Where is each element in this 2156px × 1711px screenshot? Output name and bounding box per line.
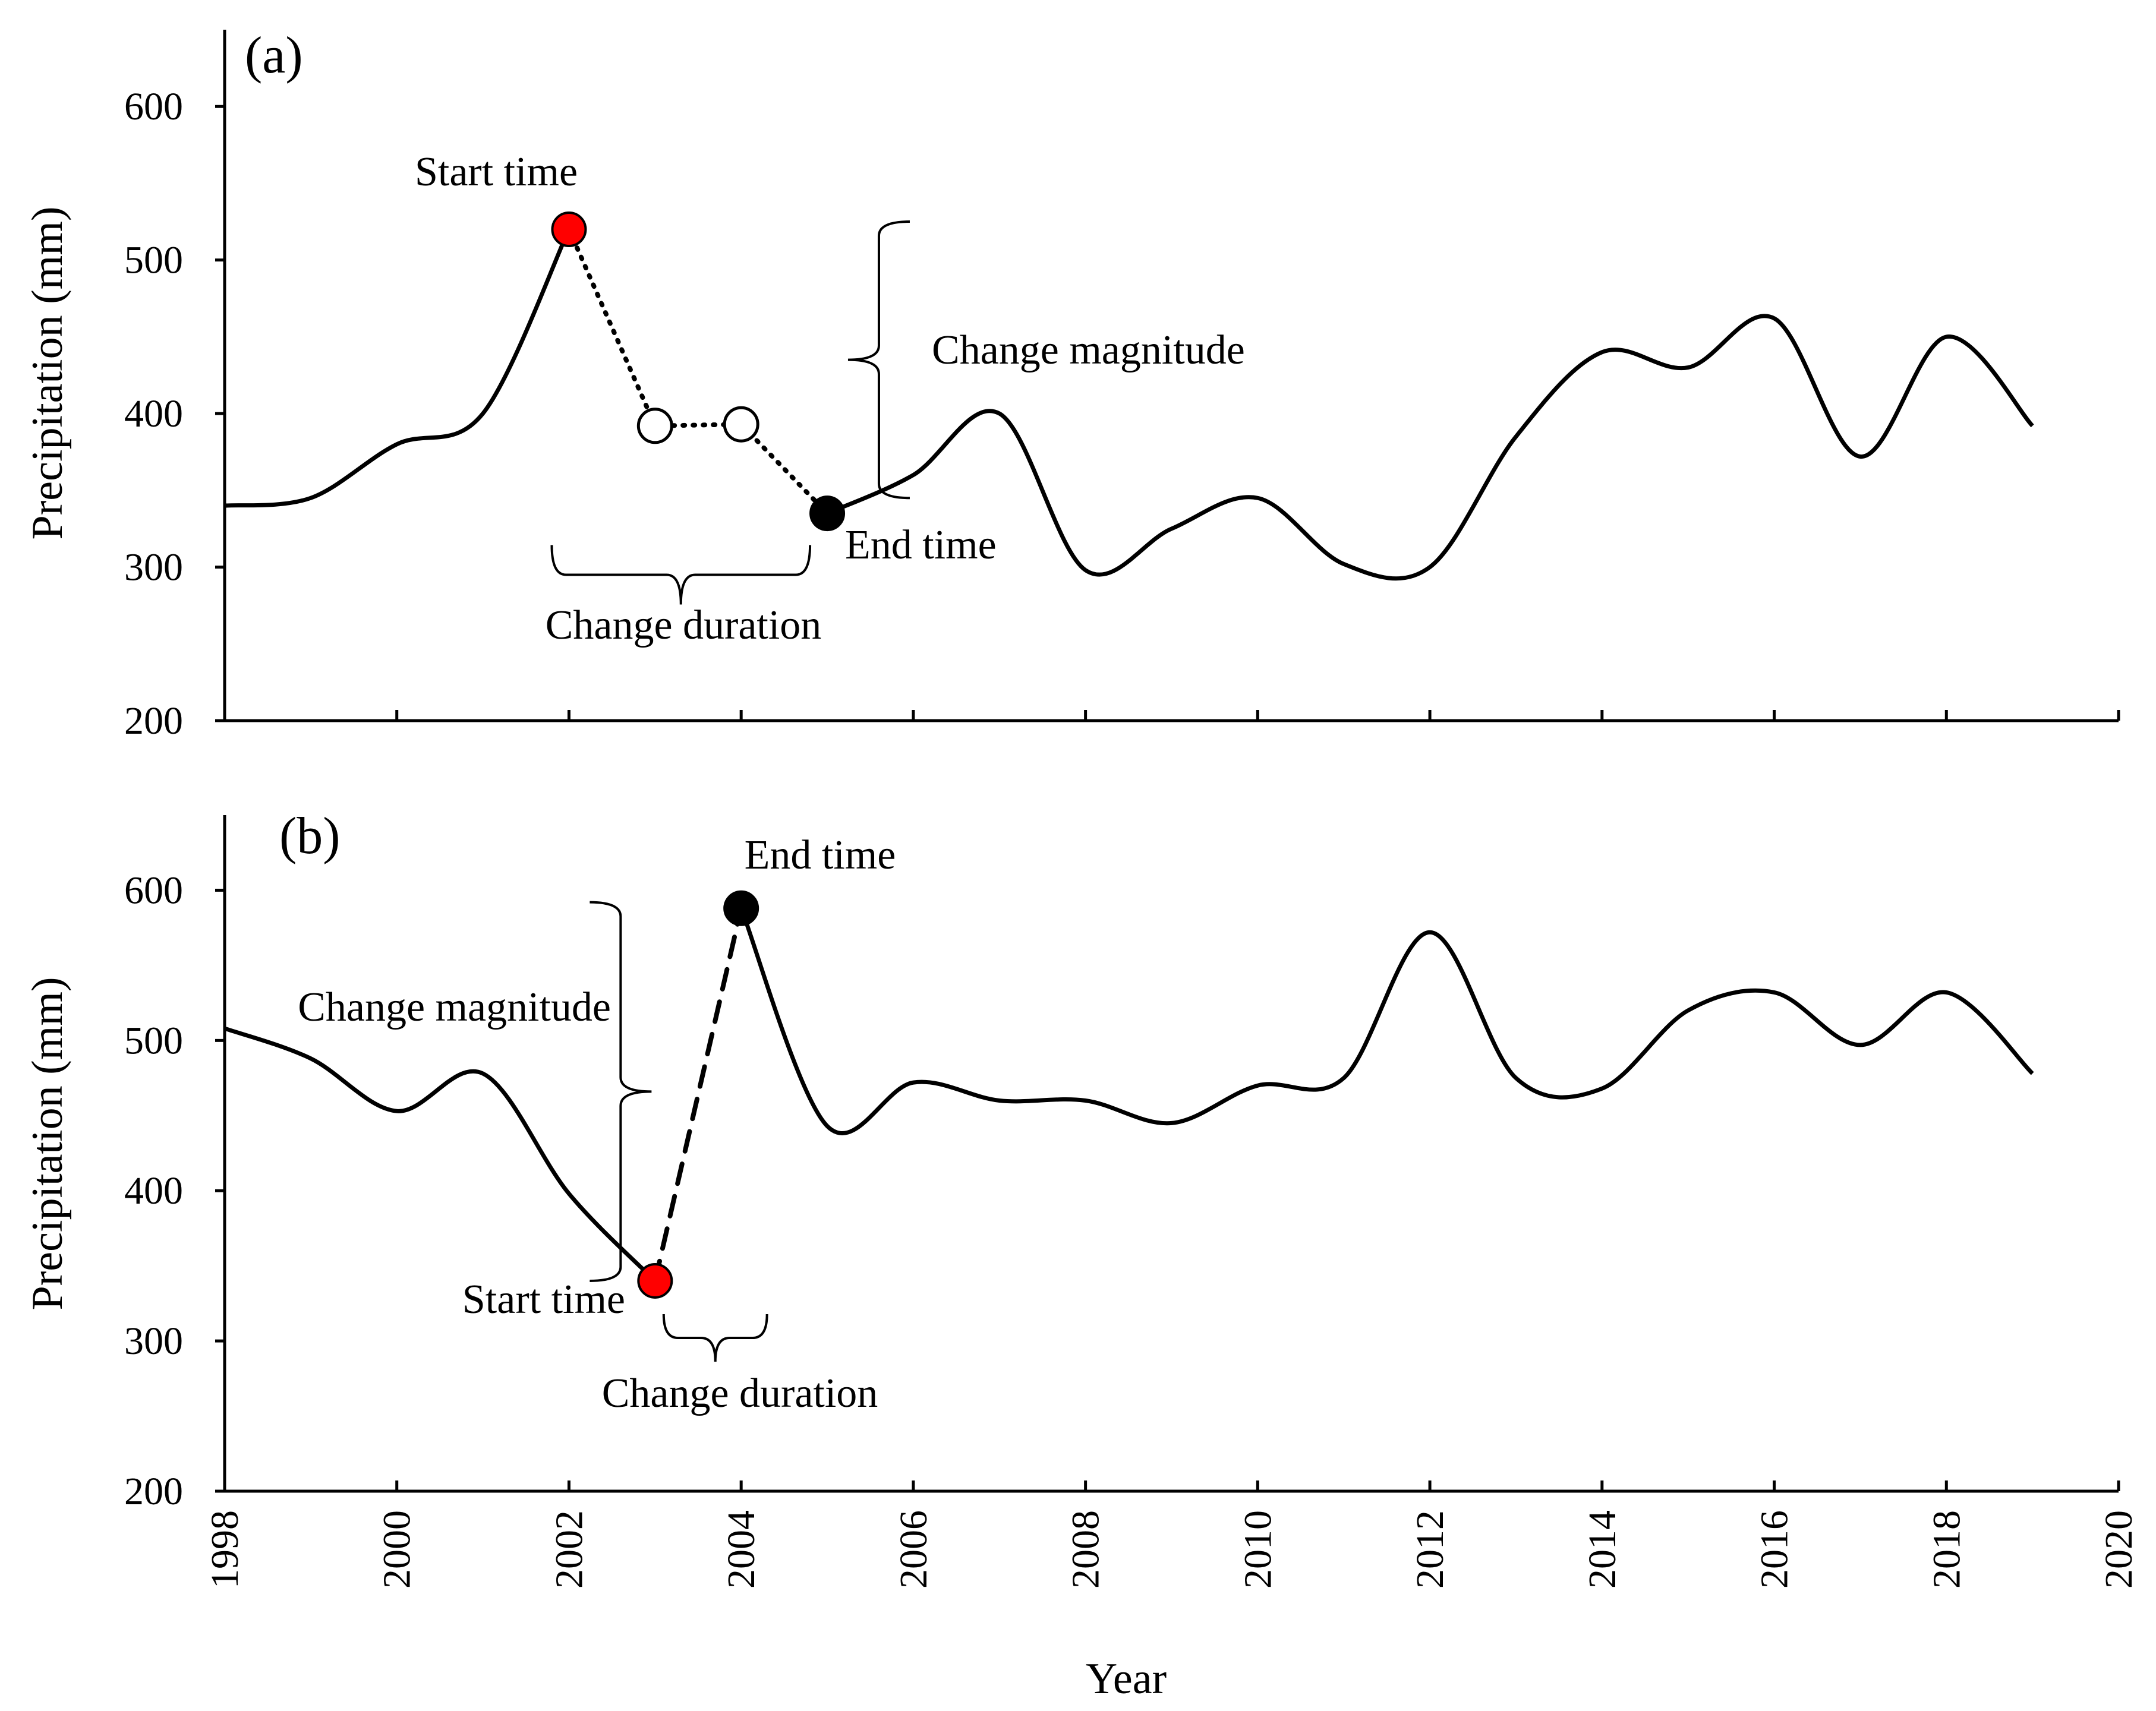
- panel-a-y-axis-title: Precipitation (mm): [23, 206, 72, 539]
- panel-b-ticks: 200 300 400 500 600 1998 2000 2002 2004 2006 2008 2…: [124, 869, 2141, 1589]
- panel-b-y-axis-title: Precipitation (mm): [23, 977, 72, 1310]
- panel-b-start-time-label: Start time: [462, 1277, 625, 1322]
- panel-a-label: (a): [245, 27, 303, 84]
- panel-a-y-tick-label: 300: [124, 546, 183, 589]
- panel-a-magnitude-brace: [847, 220, 910, 500]
- panel-a-y-tick-label: 600: [124, 85, 183, 128]
- panel-b-x-tick-label: 2006: [892, 1510, 935, 1589]
- panel-a-intermediate-marker: [636, 408, 673, 444]
- panel-b-y-tick-label: 400: [124, 1169, 183, 1213]
- panel-b-x-tick-label: 2012: [1408, 1510, 1452, 1589]
- panel-b-y-tick-label: 500: [124, 1019, 183, 1062]
- panel-b-y-tick-label: 300: [124, 1319, 183, 1363]
- panel-b-change-duration-label: Change duration: [602, 1371, 878, 1416]
- panel-a-series: [224, 226, 2034, 581]
- panel-b-end-marker: [723, 890, 759, 926]
- panel-a-change-magnitude-label: Change magnitude: [932, 327, 1245, 373]
- panel-b-markers: [637, 890, 759, 1299]
- panel-a-annotations: Start time End time Change magnitude Cha…: [415, 149, 1245, 648]
- panel-b-x-tick-label: 2018: [1925, 1510, 1968, 1589]
- panel-b-precipitation-line: [739, 907, 2034, 1135]
- panel-a-y-tick-label: 400: [124, 392, 183, 435]
- panel-a-end-marker: [809, 495, 846, 532]
- panel-a-precipitation-line: [826, 314, 2034, 581]
- panel-b-magnitude-brace: [590, 901, 652, 1282]
- panel-a-duration-brace: [550, 545, 812, 605]
- panel-b-x-tick-label: 2020: [2097, 1510, 2141, 1589]
- panel-b-x-tick-label: 2000: [376, 1510, 419, 1589]
- panel-b-y-tick-label: 200: [124, 1470, 183, 1513]
- panel-b-label: (b): [279, 807, 341, 865]
- panel-b-duration-brace: [662, 1314, 768, 1362]
- panel-a: (a) Precipitation (mm) 200 300 400 500 600 S…: [23, 27, 2120, 743]
- panel-a-precipitation-line: [224, 228, 571, 508]
- panel-b-change-magnitude-label: Change magnitude: [298, 984, 611, 1030]
- panel-a-ticks: 200 300 400 500 600: [124, 85, 2120, 743]
- panel-b-y-tick-label: 600: [124, 869, 183, 912]
- panel-b: (b) Precipitation (mm) Year 200 300 400 500…: [23, 807, 2141, 1703]
- panel-b-precipitation-line: [223, 1026, 657, 1283]
- panel-b-x-axis-title: Year: [1086, 1655, 1167, 1703]
- panel-b-x-tick-label: 2010: [1236, 1510, 1279, 1589]
- panel-b-x-tick-label: 2014: [1581, 1510, 1624, 1589]
- panel-a-change-segment-line: [566, 226, 830, 516]
- panel-a-start-time-label: Start time: [415, 149, 578, 195]
- panel-b-x-tick-label: 2004: [720, 1510, 763, 1589]
- panel-b-x-tick-label: 2008: [1064, 1510, 1108, 1589]
- panel-a-y-tick-label: 500: [124, 239, 183, 282]
- panel-b-series: [223, 905, 2034, 1283]
- panel-b-change-segment-line: [653, 905, 744, 1283]
- panel-a-change-duration-label: Change duration: [546, 602, 822, 648]
- panel-b-annotations: End time Start time Change magnitude Cha…: [298, 832, 896, 1416]
- panel-b-end-time-label: End time: [745, 832, 896, 878]
- panel-a-y-tick-label: 200: [124, 699, 183, 743]
- panel-a-markers: [551, 211, 846, 532]
- panel-a-start-marker: [551, 211, 587, 247]
- panel-b-x-tick-label: 2002: [547, 1510, 591, 1589]
- panel-b-start-marker: [637, 1262, 673, 1299]
- panel-a-axes: [223, 30, 2119, 722]
- panel-b-x-tick-label: 1998: [203, 1510, 247, 1589]
- panel-b-axes: [223, 815, 2119, 1493]
- panel-a-intermediate-marker: [723, 406, 759, 443]
- panel-b-x-tick-label: 2016: [1753, 1510, 1796, 1589]
- panel-a-end-time-label: End time: [845, 522, 997, 568]
